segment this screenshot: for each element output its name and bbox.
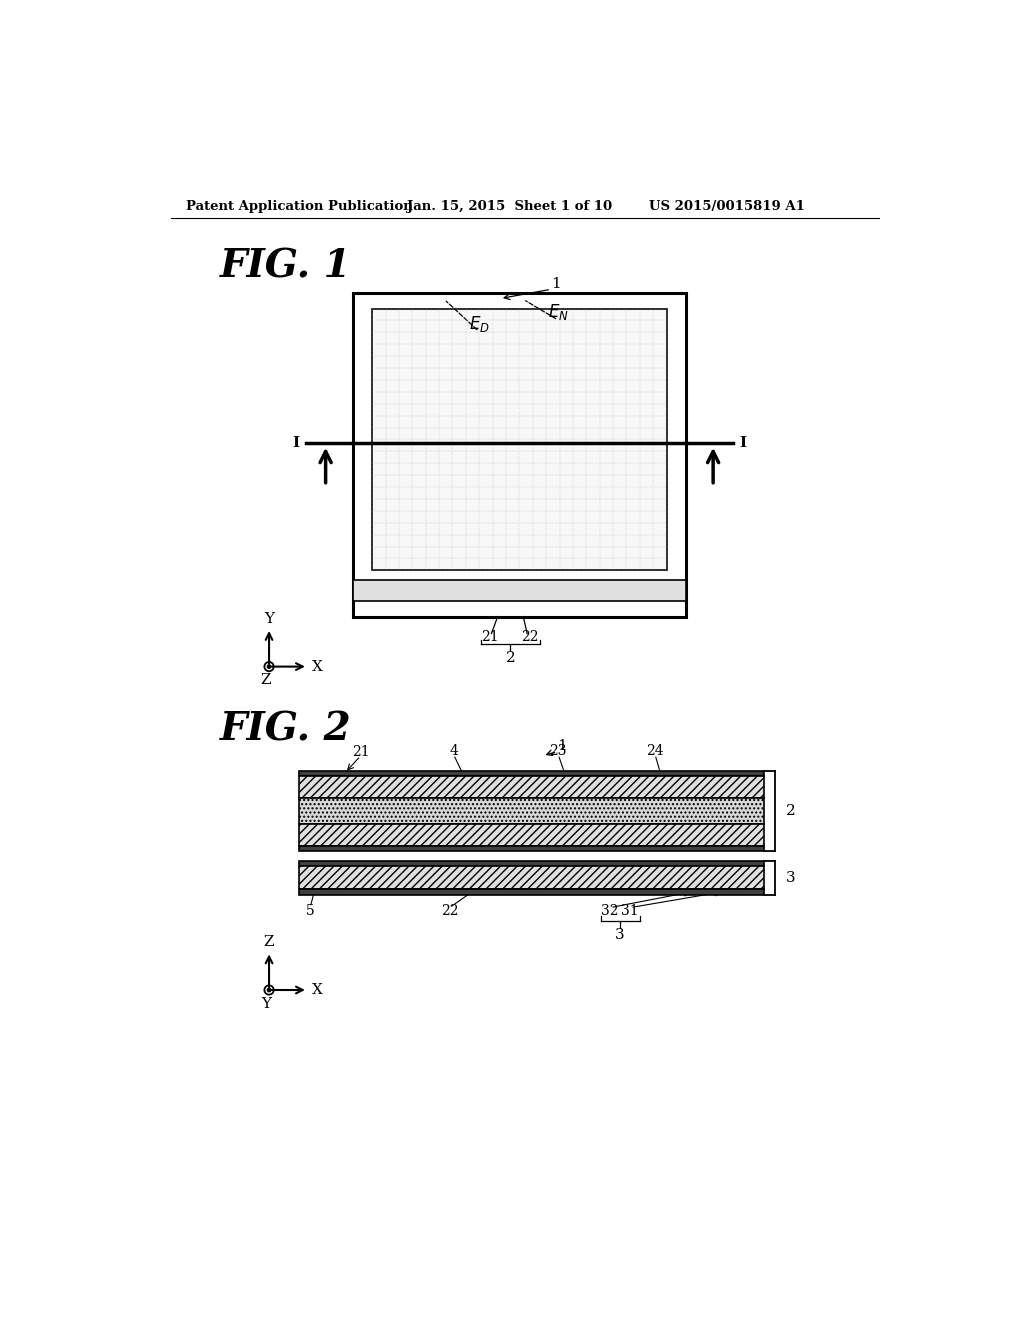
Text: Jan. 15, 2015  Sheet 1 of 10: Jan. 15, 2015 Sheet 1 of 10 [407,199,612,213]
Text: X: X [311,660,323,673]
Text: 24: 24 [646,743,664,758]
Bar [372,309,667,570]
Text: Z: Z [261,673,271,688]
Text: 5: 5 [306,904,314,919]
Text: 21: 21 [481,631,499,644]
Text: 23: 23 [549,743,567,758]
Text: 22: 22 [441,904,459,919]
Text: 21: 21 [351,744,370,759]
Text: 32: 32 [601,904,618,919]
Text: FIG. 2: FIG. 2 [219,710,351,748]
Text: 2: 2 [786,804,796,818]
Text: Patent Application Publication: Patent Application Publication [186,199,413,213]
Text: $E_D$: $E_D$ [469,314,489,334]
Text: 4: 4 [450,743,458,758]
Bar [299,846,764,851]
Text: Y: Y [261,997,271,1011]
Bar [299,771,764,776]
Text: X: X [311,983,323,997]
Text: $E_N$: $E_N$ [548,302,568,322]
Text: 31: 31 [622,904,639,919]
Text: 1: 1 [551,277,561,290]
Text: I: I [739,437,746,450]
Circle shape [267,989,270,991]
Circle shape [267,665,270,668]
Text: 1: 1 [557,739,567,752]
Text: 22: 22 [520,631,539,644]
Bar [299,866,764,890]
Bar [299,890,764,895]
Text: FIG. 1: FIG. 1 [219,247,351,285]
Text: I: I [292,437,299,450]
Bar [352,293,686,616]
Text: US 2015/0015819 A1: US 2015/0015819 A1 [649,199,805,213]
Text: Y: Y [264,612,274,626]
Bar [299,797,764,825]
Text: 3: 3 [786,871,796,884]
Bar [299,825,764,846]
Text: 3: 3 [615,928,625,942]
Text: Z: Z [264,936,274,949]
Text: 2: 2 [506,651,515,665]
Bar [299,776,764,797]
Bar [299,861,764,866]
Bar [352,579,686,601]
